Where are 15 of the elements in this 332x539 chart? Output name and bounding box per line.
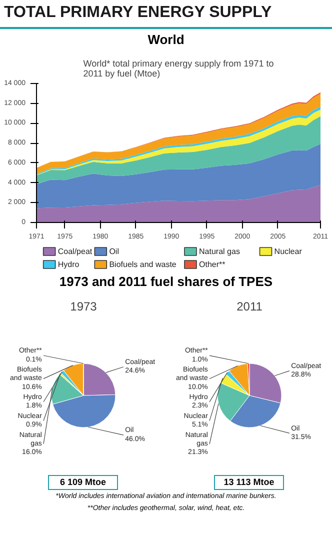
- text: World: [148, 30, 184, 49]
- legend-label: Other**: [199, 260, 226, 270]
- text: TOTAL PRIMARY ENERGY SUPPLY: [4, 3, 272, 23]
- chart-title: 1973: [70, 299, 98, 314]
- chart-title: 2011: [236, 299, 263, 314]
- legend-label: Coal/peat: [58, 247, 93, 256]
- text: 6 109 Mtoe: [60, 476, 106, 489]
- legend-label: Oil: [109, 247, 120, 256]
- text: 1973 and 2011 fuel shares of TPES: [59, 273, 273, 292]
- text: 13 113 Mtoe: [224, 476, 274, 489]
- legend-label: Natural gas: [199, 247, 240, 256]
- chart-title: World* total primary energy supply from 1971 to 2011 by fuel (Mtoe): [83, 58, 274, 79]
- legend-label: Nuclear: [274, 247, 302, 256]
- legend-label: Biofuels and waste: [109, 260, 177, 270]
- legend-label: Hydro: [58, 260, 80, 270]
